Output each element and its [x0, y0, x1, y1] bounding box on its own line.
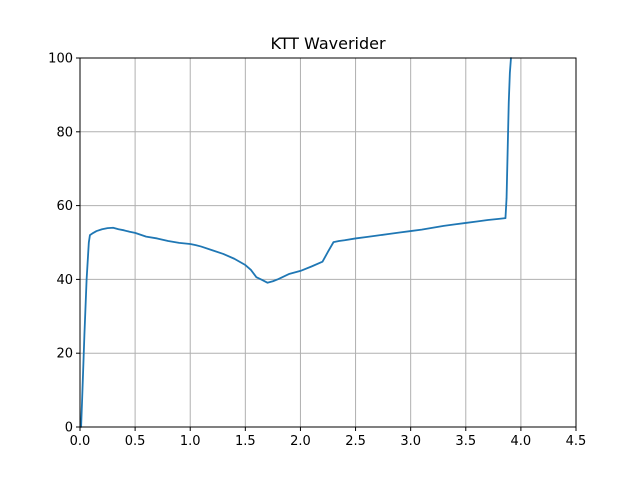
y-tick-label: 0 — [65, 421, 73, 436]
x-tick-label: 2.0 — [290, 434, 311, 449]
series-layer — [80, 57, 512, 428]
axis-ticks: 0.0 0.5 1.0 1.5 2.0 2.5 3.0 3.5 4.0 4.5 0 20 40 60 80 1… — [48, 52, 586, 450]
y-tick-label: 60 — [56, 199, 73, 214]
y-tick-label: 80 — [56, 125, 73, 140]
x-tick-label: 2.5 — [345, 434, 366, 449]
x-tick-label: 0.5 — [125, 434, 146, 449]
x-tick-label: 3.0 — [400, 434, 421, 449]
chart-title: KTT Waverider — [270, 34, 386, 53]
x-tick-label: 1.5 — [235, 434, 256, 449]
axes-frame — [79, 57, 577, 428]
x-tick-label: 0.0 — [70, 434, 91, 449]
y-tick-label: 40 — [56, 273, 73, 288]
x-tick-label: 3.5 — [455, 434, 476, 449]
x-tick-label: 4.0 — [511, 434, 532, 449]
x-tick-label: 4.5 — [566, 434, 587, 449]
y-tick-label: 20 — [56, 347, 73, 362]
x-tick-label: 1.0 — [180, 434, 201, 449]
series-line — [80, 57, 512, 428]
y-tick-label: 100 — [48, 52, 73, 67]
